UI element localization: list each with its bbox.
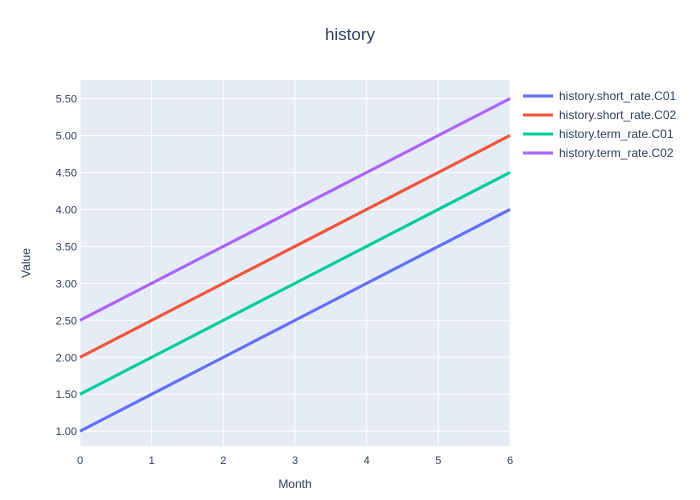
x-tick-label: 5 [435,455,441,467]
x-tick-label: 1 [149,455,155,467]
series-line-history-term-rate-c02[interactable] [79,97,511,322]
legend-label: history.short_rate.C02 [559,108,676,122]
x-tick-label: 6 [507,455,513,467]
series-line-history-short-rate-c01[interactable] [79,208,511,433]
y-axis-label: Value [19,248,33,278]
x-tick-label: 3 [292,455,298,467]
y-tick-label: 5.00 [56,130,77,142]
legend-label: history.term_rate.C02 [559,146,674,160]
series-line-history-short-rate-c02[interactable] [79,134,511,359]
legend-label: history.short_rate.C01 [559,89,676,103]
legend-item[interactable]: history.short_rate.C02 [523,108,676,122]
legend-label: history.term_rate.C01 [559,127,674,141]
y-axis-ticks: 1.00 1.50 2.00 2.50 3.00 3.50 4.00 4.50 5.00 5.50 [56,93,77,438]
y-tick-label: 2.50 [56,315,77,327]
y-tick-label: 3.00 [56,278,77,290]
series-line-history-term-rate-c01[interactable] [79,171,511,396]
legend-item[interactable]: history.term_rate.C01 [523,127,674,141]
x-tick-label: 2 [220,455,226,467]
y-tick-label: 5.50 [56,93,77,105]
legend-item[interactable]: history.term_rate.C02 [523,146,674,160]
series-lines [79,97,511,433]
x-tick-label: 0 [77,455,83,467]
y-tick-label: 3.50 [56,241,77,253]
legend-item[interactable]: history.short_rate.C01 [523,89,676,103]
chart-title: history [325,25,376,44]
x-axis-label: Month [278,477,311,491]
x-tick-label: 4 [364,455,370,467]
y-tick-label: 2.00 [56,352,77,364]
y-tick-label: 4.50 [56,167,77,179]
y-tick-label: 1.00 [56,426,77,438]
legend[interactable]: history.short_rate.C01 history.short_rate… [523,89,676,160]
x-axis-ticks: 0 1 2 3 4 5 6 [77,455,513,467]
y-tick-label: 1.50 [56,389,77,401]
y-tick-label: 4.00 [56,204,77,216]
